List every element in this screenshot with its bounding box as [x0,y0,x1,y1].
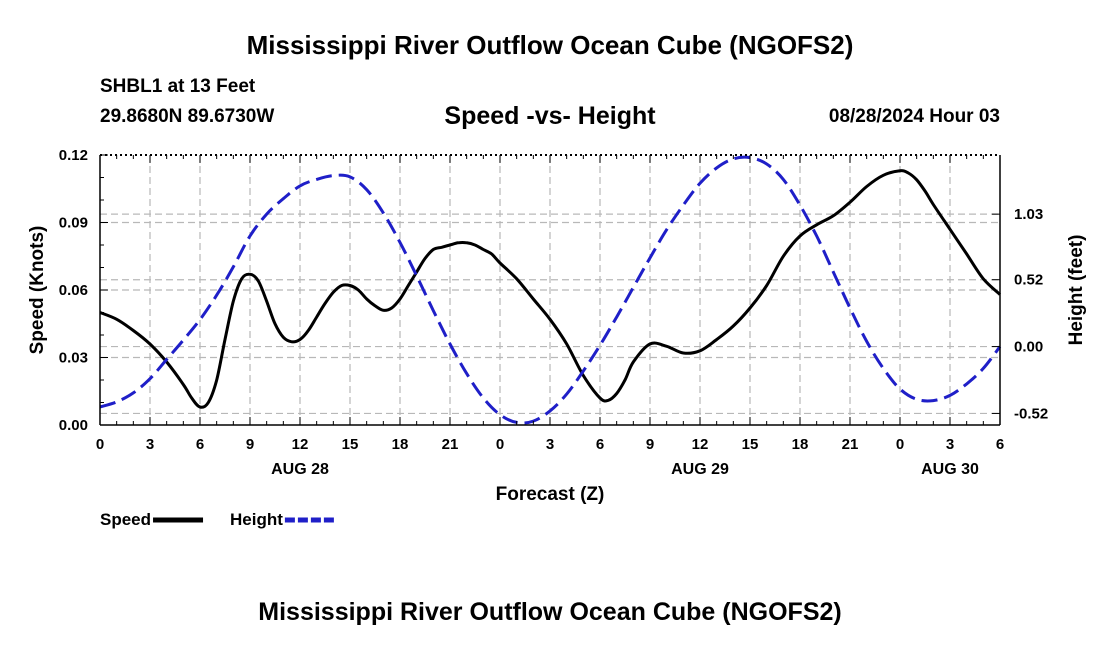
x-tick-label: 6 [596,436,604,453]
legend-label-height: Height [230,510,283,529]
y2-tick-label: -0.52 [1014,405,1048,422]
x-axis-label: Forecast (Z) [496,484,605,505]
y2-tick-label: 1.03 [1014,206,1043,223]
footer-title: Mississippi River Outflow Ocean Cube (NG… [258,598,842,626]
forecast-datetime: 08/28/2024 Hour 03 [828,106,1000,127]
y2-tick-label: 0.52 [1014,272,1043,289]
x-tick-label: 6 [996,436,1004,453]
x-tick-label: 18 [792,436,809,453]
y-axis-label: Speed (Knots) [27,226,48,355]
x-day-label: AUG 28 [271,461,329,478]
x-tick-label: 12 [692,436,709,453]
plot-series [99,155,1002,425]
page-title: Mississippi River Outflow Ocean Cube (NG… [246,30,854,60]
station-coordinates: 29.8680N 89.6730W [100,106,275,127]
x-day-label: AUG 29 [671,461,729,478]
x-tick-label: 3 [546,436,554,453]
x-tick-label: 0 [96,436,104,453]
y-tick-label: 0.12 [59,147,88,164]
x-tick-label: 9 [646,436,654,453]
legend: Speed Height [100,510,335,529]
station-name: SHBL1 at 13 Feet [100,76,256,97]
x-tick-label: 12 [292,436,309,453]
speed-height-chart: Speed -vs- Height 0 3 6 9 12 15 18 21 0 3 6 9 12 15 18… [27,102,1087,529]
speed-series-line [99,169,1002,409]
x-tick-label: 15 [742,436,759,453]
legend-label-speed: Speed [100,510,151,529]
x-day-label: AUG 30 [921,461,979,478]
chart-title: Speed -vs- Height [444,102,656,130]
x-tick-label: 0 [496,436,504,453]
grid [100,155,1000,425]
x-tick-label: 0 [896,436,904,453]
y2-axis-label: Height (feet) [1066,235,1087,346]
height-series-line [99,155,1002,425]
y-tick-label: 0.09 [59,215,88,232]
x-tick-label: 9 [246,436,254,453]
y-tick-label: 0.03 [59,350,88,367]
x-tick-label: 3 [146,436,154,453]
y-tick-label: 0.00 [59,417,88,434]
x-tick-label: 21 [442,436,459,453]
axis-ticks: 0 3 6 9 12 15 18 21 0 3 6 9 12 15 18 21 0 3 6 AUG 28 AUG 29 A… [59,147,1048,478]
x-tick-label: 3 [946,436,954,453]
x-tick-label: 6 [196,436,204,453]
y2-tick-label: 0.00 [1014,339,1043,356]
y-tick-label: 0.06 [59,282,88,299]
x-tick-label: 21 [842,436,859,453]
x-tick-label: 18 [392,436,409,453]
x-tick-label: 15 [342,436,359,453]
